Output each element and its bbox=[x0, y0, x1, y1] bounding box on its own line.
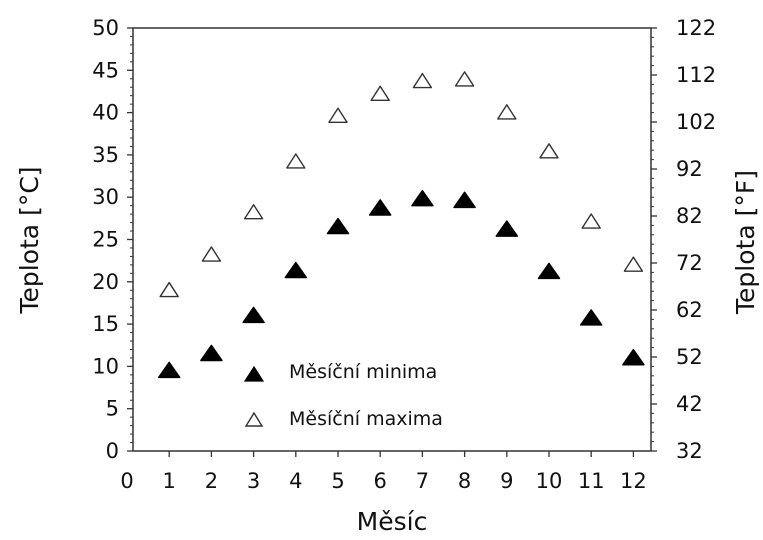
y-tick-label: 30 bbox=[92, 185, 119, 209]
minima-point bbox=[495, 220, 519, 237]
minima-point bbox=[411, 189, 434, 207]
maxima-point bbox=[581, 213, 601, 229]
y-tick-label: 50 bbox=[92, 16, 119, 40]
x-tick-label: 8 bbox=[458, 469, 471, 493]
maxima-point bbox=[497, 104, 517, 120]
minima-point bbox=[368, 199, 392, 216]
minima-point bbox=[537, 262, 561, 280]
y-tick-label: 40 bbox=[92, 101, 119, 125]
y2-tick-label: 72 bbox=[676, 251, 703, 275]
minima-point bbox=[622, 348, 645, 366]
y2-tick-label: 52 bbox=[676, 345, 703, 369]
legend-label-minima: Měsíční minima bbox=[289, 361, 437, 383]
y-axis-right: 32 42 52 62 72 82 92 102 112 122 bbox=[651, 16, 716, 463]
legend-marker-minima bbox=[243, 365, 265, 382]
maxima-point bbox=[623, 256, 644, 272]
y2-axis-title: Teplota [°F] bbox=[731, 170, 760, 315]
minima-point bbox=[326, 217, 350, 235]
y2-tick-label: 92 bbox=[676, 157, 703, 181]
y-tick-label: 25 bbox=[92, 228, 119, 252]
x-tick-label: 4 bbox=[289, 469, 302, 493]
y-axis-title: Teplota [°C] bbox=[15, 166, 44, 314]
x-tick-label: 7 bbox=[416, 469, 429, 493]
x-axis-title: Měsíc bbox=[357, 507, 428, 536]
y-tick-label: 45 bbox=[92, 58, 119, 82]
x-tick-label: 1 bbox=[163, 469, 176, 493]
x-tick-label: 6 bbox=[374, 469, 387, 493]
x-tick-label: 9 bbox=[500, 469, 513, 493]
minima-point bbox=[200, 344, 223, 362]
minima-point bbox=[284, 261, 308, 279]
x-tick-label: 2 bbox=[205, 469, 218, 493]
maxima-point bbox=[243, 204, 264, 220]
maxima-point bbox=[201, 246, 222, 262]
maxima-point bbox=[412, 72, 433, 89]
legend-label-maxima: Měsíční maxima bbox=[289, 408, 443, 430]
y-axis-left: 0 5 10 15 20 25 30 35 40 45 50 bbox=[92, 16, 133, 463]
data-points bbox=[157, 71, 645, 379]
y2-tick-label: 62 bbox=[676, 298, 703, 322]
maxima-point bbox=[539, 143, 559, 159]
maxima-point bbox=[370, 85, 390, 101]
x-tick-label: 5 bbox=[331, 469, 344, 493]
y-tick-label: 20 bbox=[92, 270, 119, 294]
minima-point bbox=[157, 361, 181, 379]
x-axis: 0 1 2 3 4 5 6 7 8 9 10 11 12 bbox=[120, 451, 647, 493]
x-tick-label: 0 bbox=[120, 469, 133, 493]
x-tick-label: 12 bbox=[620, 469, 647, 493]
y2-tick-label: 82 bbox=[676, 204, 703, 228]
minima-point bbox=[579, 309, 603, 326]
y2-tick-label: 42 bbox=[676, 392, 703, 416]
y-tick-label: 0 bbox=[106, 439, 119, 463]
legend: Měsíční minima Měsíční maxima bbox=[243, 361, 443, 430]
x-tick-label: 11 bbox=[578, 469, 605, 493]
y2-tick-label: 122 bbox=[676, 16, 716, 40]
plot-frame bbox=[132, 27, 652, 452]
minima-point bbox=[453, 191, 476, 209]
y-tick-label: 35 bbox=[92, 143, 119, 167]
y2-tick-label: 32 bbox=[676, 439, 703, 463]
y-tick-label: 10 bbox=[92, 354, 119, 378]
maxima-point bbox=[454, 71, 475, 87]
maxima-point bbox=[159, 281, 179, 298]
x-tick-label: 3 bbox=[247, 469, 260, 493]
y2-tick-label: 102 bbox=[676, 110, 716, 134]
y-tick-label: 5 bbox=[106, 397, 119, 421]
y-tick-label: 15 bbox=[92, 312, 119, 336]
maxima-point bbox=[328, 107, 348, 123]
minima-point bbox=[242, 306, 265, 324]
y2-tick-label: 112 bbox=[676, 63, 716, 87]
legend-marker-maxima bbox=[244, 411, 264, 427]
maxima-point bbox=[286, 153, 306, 169]
x-tick-label: 10 bbox=[536, 469, 563, 493]
